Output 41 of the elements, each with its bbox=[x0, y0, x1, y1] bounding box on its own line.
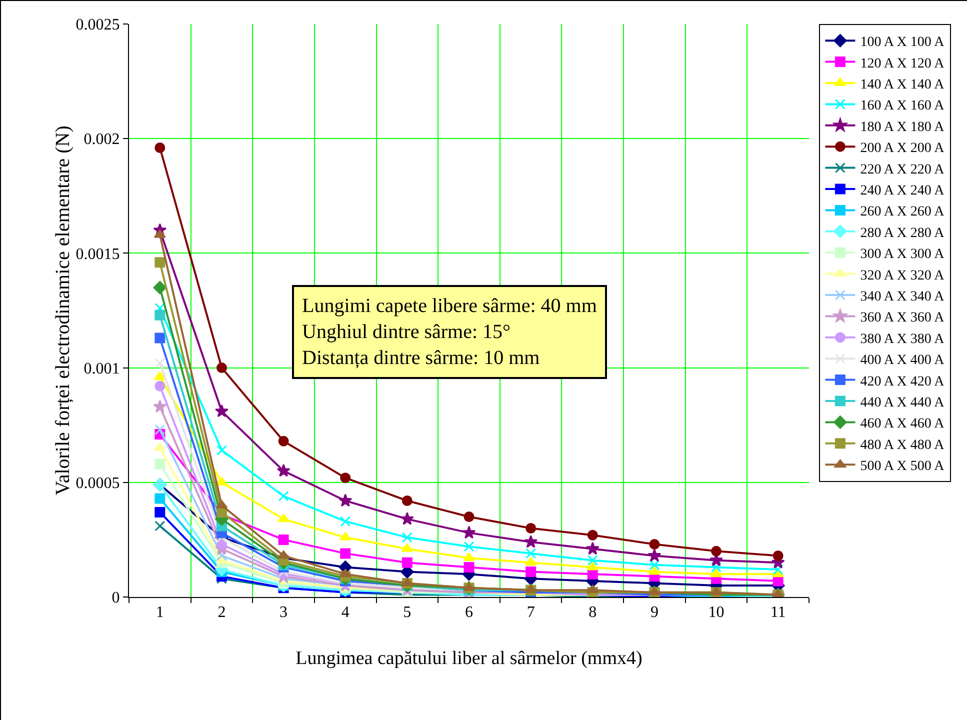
legend-label: 440 A X 440 A bbox=[860, 395, 946, 410]
x-tick-label: 10 bbox=[708, 604, 724, 622]
x-tick-label: 6 bbox=[465, 604, 473, 622]
legend-label: 420 A X 420 A bbox=[860, 374, 946, 390]
x-axis-title: Lungimea capătului liber al sârmelor (mmx4) bbox=[296, 648, 642, 669]
y-axis-title: Valorile forței electrodinamice elementare (N) bbox=[52, 126, 74, 496]
legend-label: 340 A X 340 A bbox=[860, 289, 946, 304]
legend-label: 300 A X 300 A bbox=[860, 247, 946, 262]
legend-label: 460 A X 460 A bbox=[860, 416, 946, 432]
x-tick-label: 2 bbox=[218, 604, 226, 622]
legend-label: 480 A X 480 A bbox=[860, 438, 946, 453]
legend-label: 200 A X 200 A bbox=[860, 141, 946, 156]
legend-label: 160 A X 160 A bbox=[860, 98, 946, 114]
y-tick-label: 0.0015 bbox=[76, 246, 120, 263]
x-tick-label: 7 bbox=[526, 604, 535, 622]
legend-label: 320 A X 320 A bbox=[860, 268, 946, 284]
legend-label: 180 A X 180 A bbox=[860, 120, 946, 135]
y-tick-label: 0.001 bbox=[84, 360, 120, 378]
y-tick-label: 0.002 bbox=[84, 131, 120, 148]
legend-label: 400 A X 400 A bbox=[860, 353, 946, 368]
x-tick-label: 3 bbox=[280, 604, 288, 622]
legend-label: 260 A X 260 A bbox=[860, 204, 946, 220]
x-tick-label: 11 bbox=[770, 604, 786, 622]
legend-label: 120 A X 120 A bbox=[860, 56, 946, 72]
y-tick-label: 0.0005 bbox=[76, 475, 120, 492]
legend-label: 140 A X 140 A bbox=[860, 77, 946, 92]
y-tick-label: 0.0025 bbox=[76, 16, 120, 34]
legend-label: 100 A X 100 A bbox=[860, 35, 946, 50]
x-tick-label: 1 bbox=[156, 604, 164, 622]
legend-label: 280 A X 280 A bbox=[860, 226, 946, 241]
legend-label: 360 A X 360 A bbox=[860, 310, 946, 326]
x-tick-label: 4 bbox=[341, 604, 350, 622]
x-tick-label: 9 bbox=[650, 604, 658, 622]
annotation: Lungimi capete libere sârme: 40 mm Unghiul dintre sârme: 15° Distanța dintre sârme: 10 mm bbox=[302, 295, 598, 369]
x-tick-label: 5 bbox=[403, 604, 412, 622]
legend-label: 380 A X 380 A bbox=[860, 332, 946, 347]
x-tick-label: 8 bbox=[588, 604, 597, 622]
y-tick-label: 0 bbox=[112, 590, 120, 607]
legend-label: 240 A X 240 A bbox=[860, 183, 946, 198]
legend-label: 220 A X 220 A bbox=[860, 162, 946, 178]
legend-label: 500 A X 500 A bbox=[860, 459, 946, 474]
